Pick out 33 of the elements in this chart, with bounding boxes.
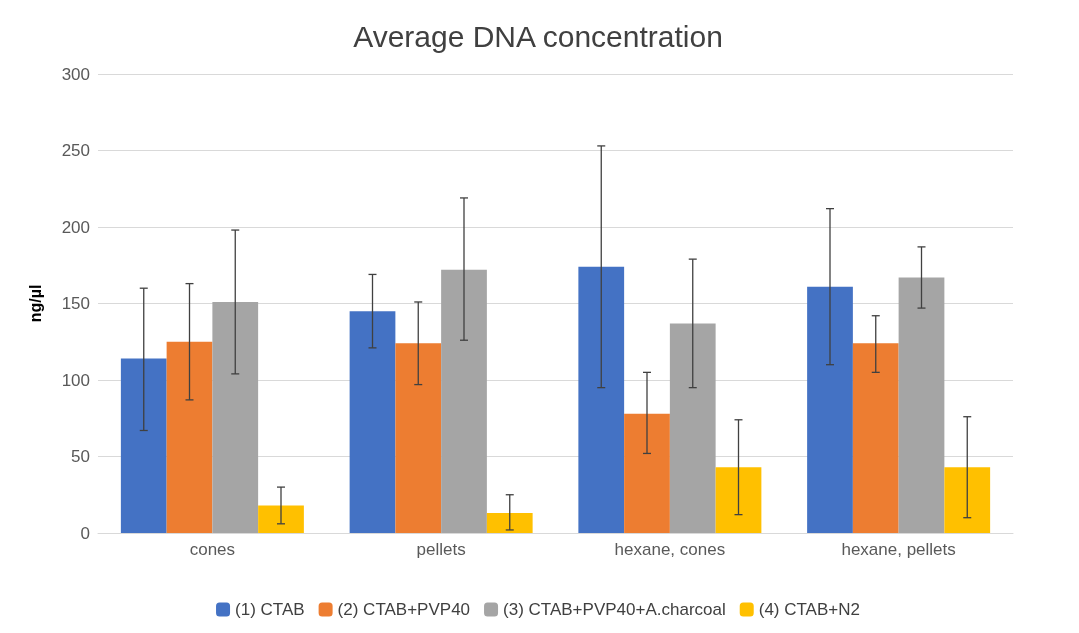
bar bbox=[120, 358, 167, 533]
y-tick-label: 150 bbox=[61, 294, 90, 313]
bar bbox=[166, 341, 213, 533]
y-tick-label: 0 bbox=[80, 523, 90, 543]
bar bbox=[441, 269, 487, 533]
bar bbox=[258, 505, 304, 533]
y-axis-title: ng/µl bbox=[26, 284, 44, 323]
bar bbox=[212, 301, 259, 533]
legend-label: (3) CTAB+PVP40+A.charcoal bbox=[503, 600, 726, 619]
legend-label: (1) CTAB bbox=[235, 600, 305, 619]
bar bbox=[578, 266, 625, 533]
chart-title: Average DNA concentration bbox=[353, 19, 723, 53]
bar bbox=[715, 467, 762, 533]
legend-label: (4) CTAB+N2 bbox=[758, 600, 860, 619]
bar bbox=[944, 467, 991, 533]
y-tick-label: 50 bbox=[71, 447, 90, 466]
x-tick-label: cones bbox=[189, 540, 236, 559]
y-tick-label: 250 bbox=[61, 141, 90, 160]
x-tick-label: hexane, cones bbox=[614, 540, 726, 559]
legend-label: (2) CTAB+PVP40 bbox=[337, 600, 471, 619]
bar bbox=[852, 343, 899, 533]
bar bbox=[669, 323, 716, 533]
x-tick-label: hexane, pellets bbox=[841, 540, 956, 559]
y-tick-label: 200 bbox=[61, 217, 90, 237]
bar bbox=[486, 513, 533, 533]
bar bbox=[898, 277, 945, 533]
y-tick-label: 300 bbox=[61, 64, 90, 84]
bar bbox=[395, 343, 442, 533]
bar bbox=[624, 413, 670, 533]
bar bbox=[807, 286, 853, 533]
x-tick-label: pellets bbox=[416, 540, 466, 559]
y-tick-label: 100 bbox=[61, 370, 90, 390]
bar bbox=[349, 311, 396, 533]
